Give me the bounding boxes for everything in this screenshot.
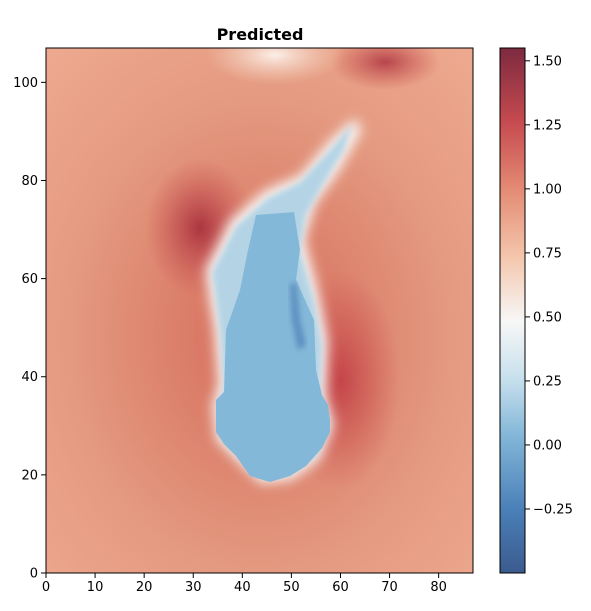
y-tick-label: 100 bbox=[13, 76, 38, 91]
heatmap-field bbox=[46, 48, 473, 573]
colorbar-tick-label: 1.25 bbox=[533, 118, 562, 133]
x-tick-label: 20 bbox=[136, 580, 153, 595]
y-tick-label: 0 bbox=[30, 567, 38, 582]
y-tick-label: 20 bbox=[21, 468, 38, 483]
x-tick-label: 30 bbox=[185, 580, 202, 595]
colorbar-tick-label: 0.00 bbox=[533, 438, 562, 453]
plume-core bbox=[216, 212, 330, 482]
x-tick-label: 50 bbox=[283, 580, 300, 595]
colorbar-tick-label: 1.00 bbox=[533, 182, 562, 197]
y-tick-label: 40 bbox=[21, 370, 38, 385]
x-tick-label: 0 bbox=[42, 580, 50, 595]
plot-frame bbox=[45, 47, 474, 574]
x-tick-label: 80 bbox=[430, 580, 447, 595]
high-region-top bbox=[330, 48, 440, 90]
x-tick-label: 60 bbox=[332, 580, 349, 595]
y-axis: 0 20 40 60 80 100 bbox=[13, 76, 46, 582]
y-tick-label: 80 bbox=[21, 174, 38, 189]
colorbar bbox=[499, 47, 526, 574]
colorbar-tick-label: 0.50 bbox=[533, 310, 562, 325]
colorbar-tick-label: 0.75 bbox=[533, 246, 562, 261]
colorbar-axis: −0.25 0.00 0.25 0.50 0.75 1.00 1.25 1.50 bbox=[525, 54, 573, 517]
plume-dark-streak bbox=[290, 282, 306, 350]
colorbar-tick-label: 1.50 bbox=[533, 54, 562, 69]
low-region-top bbox=[205, 48, 345, 85]
x-tick-label: 40 bbox=[234, 580, 251, 595]
colorbar-tick-label: 0.25 bbox=[533, 374, 562, 389]
chart-title: Predicted bbox=[217, 25, 304, 44]
x-tick-label: 10 bbox=[87, 580, 104, 595]
y-tick-label: 60 bbox=[21, 272, 38, 287]
colorbar-tick-label: −0.25 bbox=[533, 502, 573, 517]
x-axis: 0 10 20 30 40 50 60 70 80 bbox=[42, 573, 447, 595]
x-tick-label: 70 bbox=[381, 580, 398, 595]
